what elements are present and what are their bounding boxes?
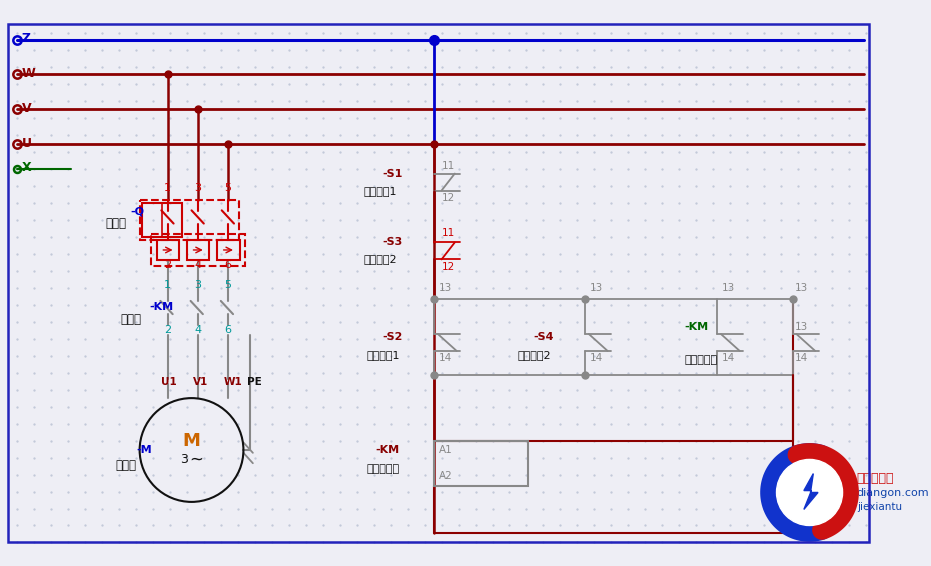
Text: ~: ~ xyxy=(189,451,203,469)
Text: 停止按钮1: 停止按钮1 xyxy=(363,186,397,195)
Text: jiexiantu: jiexiantu xyxy=(857,501,902,512)
Text: 断路器: 断路器 xyxy=(106,217,127,230)
Text: W1: W1 xyxy=(223,377,242,387)
Text: -KM: -KM xyxy=(149,302,173,312)
Bar xyxy=(156,239,180,260)
Text: 14: 14 xyxy=(439,354,452,363)
Text: 13: 13 xyxy=(589,283,603,293)
Text: W: W xyxy=(21,67,35,80)
Circle shape xyxy=(776,460,843,525)
Text: 1: 1 xyxy=(164,183,171,192)
Text: A1: A1 xyxy=(439,445,452,455)
Text: -S3: -S3 xyxy=(382,237,402,247)
Text: 5: 5 xyxy=(224,280,232,290)
Text: 11: 11 xyxy=(441,161,455,171)
Text: -Q: -Q xyxy=(130,206,144,216)
Text: 3: 3 xyxy=(195,183,201,192)
Text: 14: 14 xyxy=(589,354,603,363)
Text: V1: V1 xyxy=(194,377,209,387)
Text: 6: 6 xyxy=(224,260,232,270)
Text: V: V xyxy=(21,102,32,115)
Bar xyxy=(140,200,238,239)
Text: 启动按钮2: 启动按钮2 xyxy=(517,350,550,360)
Text: A2: A2 xyxy=(439,471,452,482)
Text: 5: 5 xyxy=(224,183,232,192)
Text: 2: 2 xyxy=(164,325,171,335)
Text: -KM: -KM xyxy=(375,445,399,455)
Text: 启动按钮1: 启动按钮1 xyxy=(366,350,399,360)
Text: 接触器常开: 接触器常开 xyxy=(684,355,717,366)
Text: 接触器线圈: 接触器线圈 xyxy=(366,464,399,474)
Text: 13: 13 xyxy=(439,283,452,293)
Text: U1: U1 xyxy=(161,377,177,387)
Text: 13: 13 xyxy=(794,323,808,332)
Text: 13: 13 xyxy=(794,283,808,293)
Text: M: M xyxy=(182,431,200,449)
Text: 11: 11 xyxy=(441,228,455,238)
Bar xyxy=(187,239,209,260)
Text: 1: 1 xyxy=(164,280,171,290)
Text: 13: 13 xyxy=(722,283,735,293)
Text: 2: 2 xyxy=(164,260,171,270)
Text: PE: PE xyxy=(248,377,262,387)
Text: 4: 4 xyxy=(195,260,201,270)
Text: 4: 4 xyxy=(195,325,201,335)
Text: 14: 14 xyxy=(794,354,808,363)
Text: -S1: -S1 xyxy=(382,169,402,178)
Text: -S2: -S2 xyxy=(382,332,402,342)
Text: Z: Z xyxy=(21,32,31,45)
Text: 12: 12 xyxy=(441,262,455,272)
Text: 3: 3 xyxy=(180,453,188,466)
Bar xyxy=(434,440,529,486)
Text: -KM: -KM xyxy=(684,323,708,332)
Text: U: U xyxy=(21,137,32,150)
Text: X: X xyxy=(21,161,32,174)
Bar xyxy=(151,234,245,266)
Bar xyxy=(142,203,182,237)
Text: 停止按钮2: 停止按钮2 xyxy=(363,254,397,264)
Text: diangon.com: diangon.com xyxy=(857,488,929,499)
Text: -S4: -S4 xyxy=(533,332,554,342)
Text: 12: 12 xyxy=(441,193,455,203)
Polygon shape xyxy=(803,474,818,509)
Text: 电动机: 电动机 xyxy=(115,458,136,471)
Text: -M: -M xyxy=(137,445,153,455)
Text: 14: 14 xyxy=(722,354,735,363)
Text: 6: 6 xyxy=(224,325,232,335)
Text: 电工学习网: 电工学习网 xyxy=(857,472,894,485)
Text: 接触器: 接触器 xyxy=(121,314,142,326)
Text: 3: 3 xyxy=(195,280,201,290)
Bar xyxy=(217,239,239,260)
